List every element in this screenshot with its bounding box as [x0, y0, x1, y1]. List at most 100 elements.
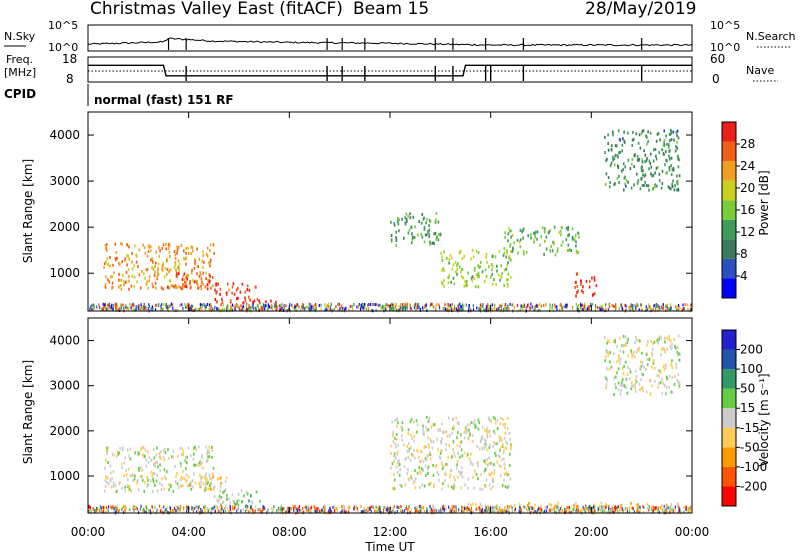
- range-cell: [394, 456, 397, 460]
- ground-scatter-cell: [667, 506, 669, 510]
- ground-scatter-cell: [591, 302, 593, 306]
- ground-scatter-cell: [598, 306, 601, 310]
- range-cell: [205, 445, 207, 449]
- range-cell: [237, 492, 240, 496]
- ground-scatter-cell: [573, 505, 575, 509]
- ground-scatter-cell: [258, 307, 260, 311]
- range-cell: [636, 509, 638, 513]
- range-cell: [619, 357, 622, 361]
- range-cell: [120, 462, 123, 466]
- range-cell: [628, 507, 631, 511]
- range-cell: [506, 473, 509, 477]
- range-cell: [474, 426, 477, 429]
- ground-scatter-cell: [668, 307, 670, 311]
- ground-scatter-cell: [104, 306, 106, 310]
- range-cell: [509, 250, 512, 254]
- range-cell: [395, 445, 397, 449]
- range-cell: [476, 461, 479, 465]
- ground-scatter-cell: [151, 505, 153, 509]
- range-cell: [678, 174, 681, 178]
- ground-scatter-cell: [414, 506, 416, 510]
- ground-scatter-cell: [501, 303, 503, 307]
- range-cell: [641, 158, 643, 162]
- range-cell: [196, 272, 198, 276]
- ground-scatter-cell: [629, 305, 631, 309]
- ground-scatter-cell: [468, 304, 470, 307]
- range-cell: [486, 435, 489, 439]
- ground-scatter-cell: [237, 303, 239, 307]
- ground-scatter-cell: [107, 303, 109, 307]
- range-cell: [126, 483, 129, 487]
- ground-scatter-cell: [140, 504, 142, 508]
- range-cell: [626, 340, 629, 344]
- ground-scatter-cell: [383, 506, 385, 510]
- ground-scatter-cell: [240, 304, 242, 308]
- ground-scatter-cell: [309, 507, 311, 511]
- range-cell: [178, 285, 180, 289]
- ground-scatter-cell: [432, 305, 434, 309]
- ground-scatter-cell: [463, 510, 465, 513]
- range-cell: [199, 271, 202, 275]
- range-cell: [246, 284, 249, 288]
- ground-scatter-cell: [612, 510, 614, 514]
- range-cell: [627, 337, 629, 341]
- ground-scatter-cell: [205, 305, 207, 309]
- range-cell: [440, 280, 443, 284]
- ground-scatter-cell: [451, 506, 453, 510]
- range-cell: [158, 254, 160, 258]
- ground-scatter-cell: [343, 306, 345, 310]
- ground-scatter-cell: [345, 509, 347, 513]
- range-cell: [545, 235, 548, 239]
- ground-scatter-cell: [522, 307, 524, 310]
- range-cell: [174, 261, 177, 264]
- ground-scatter-cell: [144, 510, 146, 514]
- ground-scatter-cell: [513, 306, 515, 310]
- range-cell: [622, 372, 625, 376]
- range-cell: [640, 176, 643, 180]
- range-cell: [190, 252, 192, 256]
- range-cell: [503, 251, 506, 255]
- range-cell: [660, 186, 663, 190]
- range-cell: [676, 502, 679, 506]
- range-cell: [443, 279, 445, 283]
- range-cell: [491, 265, 494, 268]
- range-cell: [458, 470, 460, 474]
- ground-scatter-cell: [549, 303, 551, 307]
- range-cell: [410, 445, 412, 449]
- range-cell: [658, 369, 661, 373]
- range-cell: [669, 149, 671, 153]
- range-cell: [396, 450, 399, 454]
- range-cell: [523, 252, 525, 256]
- ground-scatter-cell: [482, 303, 484, 307]
- ground-scatter-cell: [311, 308, 313, 312]
- range-cell: [452, 425, 455, 429]
- ground-scatter-cell: [182, 307, 184, 310]
- ground-scatter-cell: [480, 305, 482, 309]
- range-cell: [453, 482, 455, 486]
- ground-scatter-cell: [286, 508, 288, 512]
- range-cell: [232, 500, 234, 504]
- range-cell: [495, 454, 497, 458]
- ground-scatter-cell: [260, 510, 262, 514]
- range-cell: [508, 464, 511, 467]
- ground-scatter-cell: [366, 307, 368, 311]
- ground-scatter-cell: [455, 509, 457, 513]
- ground-scatter-cell: [144, 307, 146, 311]
- ground-scatter-cell: [457, 304, 459, 308]
- nsky-tick-low: 10^0: [48, 41, 78, 54]
- ground-scatter-cell: [155, 308, 157, 312]
- range-cell: [446, 256, 448, 260]
- range-cell: [112, 263, 114, 267]
- range-cell: [393, 487, 396, 491]
- range-cell: [502, 451, 505, 454]
- ground-scatter-cell: [581, 308, 583, 312]
- range-cell: [449, 434, 451, 438]
- ground-scatter-cell: [646, 308, 648, 312]
- range-cell: [667, 185, 670, 189]
- ground-scatter-cell: [96, 305, 98, 309]
- ground-scatter-cell: [458, 508, 460, 512]
- range-cell: [539, 507, 541, 511]
- ground-scatter-cell: [678, 308, 680, 312]
- range-cell: [594, 292, 596, 296]
